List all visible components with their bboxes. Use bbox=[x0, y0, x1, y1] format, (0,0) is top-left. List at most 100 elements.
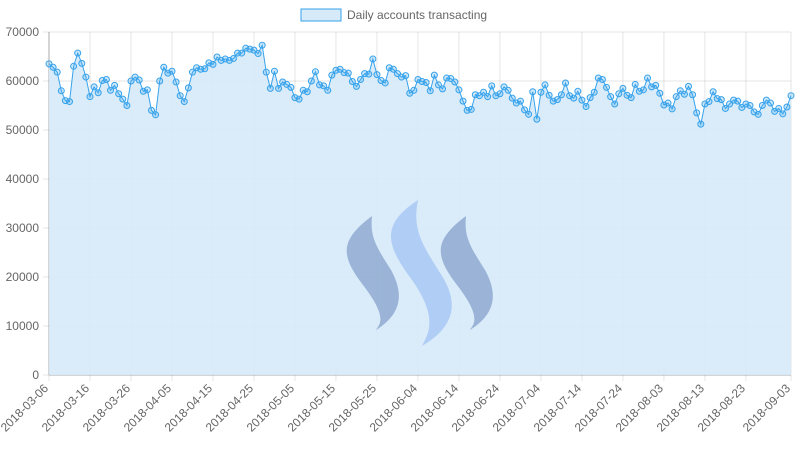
data-point[interactable] bbox=[680, 90, 688, 98]
data-point[interactable] bbox=[94, 89, 102, 97]
data-point[interactable] bbox=[451, 78, 459, 86]
data-point[interactable] bbox=[344, 69, 352, 77]
data-point[interactable] bbox=[180, 98, 188, 106]
data-point[interactable] bbox=[307, 77, 315, 85]
data-point[interactable] bbox=[78, 59, 86, 67]
data-point[interactable] bbox=[644, 74, 652, 82]
legend-label[interactable]: Daily accounts transacting bbox=[347, 8, 487, 22]
data-point[interactable] bbox=[746, 102, 754, 109]
data-point[interactable] bbox=[426, 87, 434, 95]
data-point[interactable] bbox=[779, 110, 787, 118]
data-point[interactable] bbox=[607, 93, 615, 101]
data-point[interactable] bbox=[49, 63, 57, 71]
data-point[interactable] bbox=[111, 81, 119, 89]
data-point[interactable] bbox=[721, 104, 729, 112]
data-point[interactable] bbox=[115, 90, 123, 98]
data-point[interactable] bbox=[541, 81, 549, 89]
data-point[interactable] bbox=[627, 94, 635, 102]
data-point[interactable] bbox=[254, 50, 262, 58]
data-point[interactable] bbox=[168, 67, 176, 75]
data-point[interactable] bbox=[82, 73, 90, 81]
data-point[interactable] bbox=[553, 96, 561, 104]
data-point[interactable] bbox=[434, 81, 442, 89]
data-point[interactable] bbox=[102, 76, 110, 84]
data-point[interactable] bbox=[172, 78, 180, 86]
data-point[interactable] bbox=[90, 83, 98, 91]
data-point[interactable] bbox=[574, 87, 582, 95]
data-point[interactable] bbox=[598, 76, 606, 84]
data-point[interactable] bbox=[262, 68, 270, 76]
data-point[interactable] bbox=[521, 106, 529, 114]
data-point[interactable] bbox=[295, 95, 303, 103]
data-point[interactable] bbox=[188, 68, 196, 76]
data-point[interactable] bbox=[348, 77, 356, 85]
data-point[interactable] bbox=[311, 68, 319, 76]
data-point[interactable] bbox=[656, 89, 664, 97]
data-point[interactable] bbox=[410, 86, 418, 94]
data-point[interactable] bbox=[156, 77, 164, 85]
data-point[interactable] bbox=[127, 77, 135, 85]
data-point[interactable] bbox=[266, 84, 274, 92]
data-point[interactable] bbox=[201, 65, 209, 73]
data-point[interactable] bbox=[147, 106, 155, 114]
data-point[interactable] bbox=[53, 68, 61, 76]
data-point[interactable] bbox=[352, 82, 360, 90]
data-point[interactable] bbox=[123, 102, 131, 109]
data-point[interactable] bbox=[258, 41, 266, 49]
data-point[interactable] bbox=[143, 86, 151, 94]
data-point[interactable] bbox=[545, 91, 553, 99]
data-point[interactable] bbox=[287, 83, 295, 91]
data-point[interactable] bbox=[570, 94, 578, 102]
data-point[interactable] bbox=[582, 102, 590, 110]
data-point[interactable] bbox=[229, 54, 237, 62]
data-point[interactable] bbox=[525, 110, 533, 118]
data-point[interactable] bbox=[184, 84, 192, 92]
data-point[interactable] bbox=[176, 92, 184, 100]
data-point[interactable] bbox=[726, 100, 734, 108]
data-point[interactable] bbox=[365, 70, 373, 78]
data-point[interactable] bbox=[697, 120, 705, 128]
data-point[interactable] bbox=[611, 100, 619, 108]
data-point[interactable] bbox=[86, 93, 94, 101]
data-point[interactable] bbox=[74, 49, 82, 57]
data-point[interactable] bbox=[160, 63, 168, 71]
data-point[interactable] bbox=[734, 97, 742, 105]
data-point[interactable] bbox=[70, 62, 78, 70]
data-point[interactable] bbox=[767, 99, 774, 107]
data-point[interactable] bbox=[672, 93, 680, 101]
data-point[interactable] bbox=[402, 72, 410, 80]
data-point[interactable] bbox=[693, 109, 701, 117]
data-point[interactable] bbox=[754, 110, 762, 118]
data-point[interactable] bbox=[484, 93, 492, 101]
data-point[interactable] bbox=[783, 103, 791, 111]
data-point[interactable] bbox=[664, 99, 672, 107]
data-point[interactable] bbox=[537, 88, 545, 96]
data-point[interactable] bbox=[439, 85, 447, 93]
data-point[interactable] bbox=[270, 67, 278, 75]
legend[interactable]: Daily accounts transacting bbox=[300, 8, 487, 22]
data-point[interactable] bbox=[705, 98, 713, 106]
data-point[interactable] bbox=[717, 96, 725, 104]
data-point[interactable] bbox=[328, 71, 336, 79]
data-point[interactable] bbox=[557, 91, 565, 99]
data-point[interactable] bbox=[496, 90, 504, 98]
data-point[interactable] bbox=[590, 88, 598, 96]
data-point[interactable] bbox=[639, 86, 647, 94]
data-point[interactable] bbox=[758, 102, 766, 109]
data-point[interactable] bbox=[631, 80, 639, 88]
data-point[interactable] bbox=[373, 71, 381, 79]
data-point[interactable] bbox=[467, 105, 475, 113]
data-point[interactable] bbox=[324, 86, 332, 94]
data-point[interactable] bbox=[275, 84, 283, 92]
data-point[interactable] bbox=[615, 90, 623, 98]
data-point[interactable] bbox=[480, 88, 488, 96]
data-point[interactable] bbox=[488, 82, 496, 90]
data-point[interactable] bbox=[320, 82, 328, 90]
data-point[interactable] bbox=[106, 86, 114, 94]
data-point[interactable] bbox=[455, 86, 463, 94]
data-point[interactable] bbox=[619, 84, 627, 92]
data-point[interactable] bbox=[586, 94, 594, 102]
data-point[interactable] bbox=[381, 79, 389, 87]
data-point[interactable] bbox=[66, 98, 73, 106]
data-point[interactable] bbox=[152, 111, 160, 119]
